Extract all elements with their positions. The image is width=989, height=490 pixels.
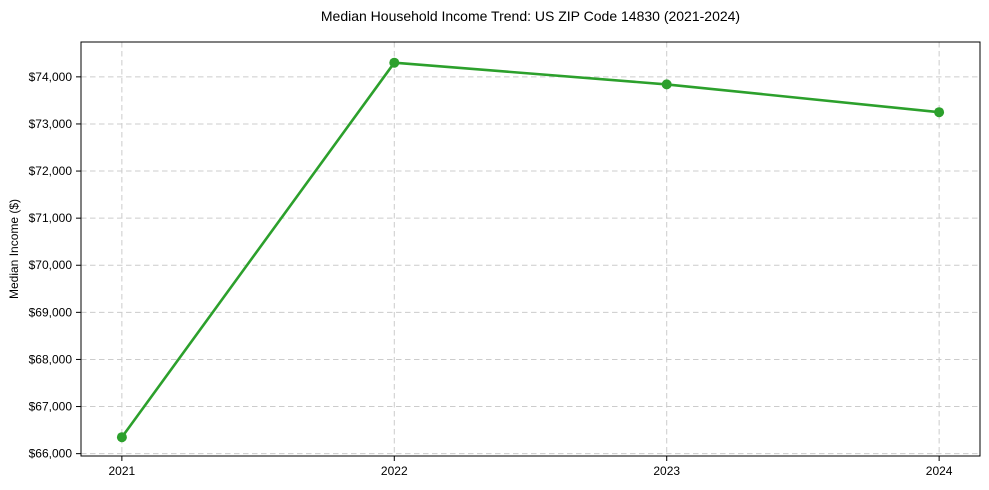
y-tick-label: $71,000	[29, 211, 73, 225]
y-tick-label: $66,000	[29, 447, 73, 461]
data-point-marker	[389, 57, 400, 68]
y-tick-label: $74,000	[29, 70, 73, 84]
y-tick-label: $73,000	[29, 117, 73, 131]
trend-line	[120, 61, 941, 439]
data-point-marker	[116, 432, 127, 443]
x-tick-label: 2022	[381, 464, 408, 478]
gridlines	[81, 42, 980, 456]
y-tick-label: $70,000	[29, 258, 73, 272]
y-tick-label: $69,000	[29, 305, 73, 319]
x-tick-label: 2023	[653, 464, 680, 478]
data-point-marker	[934, 107, 945, 118]
x-tick-label: 2021	[109, 464, 136, 478]
data-series	[116, 57, 945, 443]
y-tick-label: $68,000	[29, 352, 73, 366]
y-tick-label: $72,000	[29, 164, 73, 178]
chart-title: Median Household Income Trend: US ZIP Co…	[320, 8, 741, 24]
data-point-marker	[661, 79, 672, 90]
plot-border	[80, 41, 981, 457]
x-tick-label: 2024	[926, 464, 953, 478]
y-tick-label: $67,000	[29, 400, 73, 414]
axis-ticks: $66,000 $67,000 $68,000 $69,000 $70,000 $71,0…	[29, 70, 953, 478]
